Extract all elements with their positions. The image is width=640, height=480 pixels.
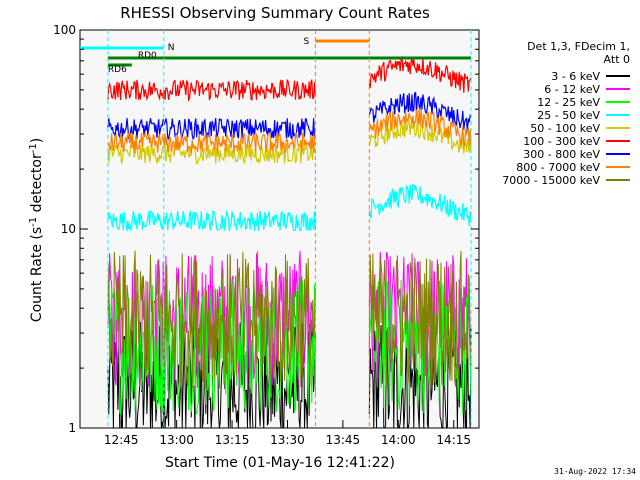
series-7000-15000-kev [107, 250, 472, 389]
rd0-label: RD0 [138, 51, 157, 61]
legend-label: 7000 - 15000 keV [502, 174, 600, 187]
night-label: N [168, 43, 175, 53]
series-300-800-kev [107, 91, 472, 141]
legend-header-0: Det 1,3, FDecim 1, [527, 40, 630, 53]
series-line [107, 117, 316, 141]
footer-date: 31-Aug-2022 17:34 [554, 467, 636, 476]
series-line [368, 55, 472, 93]
y-axis: 1 10 100 [53, 23, 479, 435]
x-tick-label-14:15: 14:15 [436, 433, 471, 447]
x-tick-label-12:45: 12:45 [104, 433, 139, 447]
x-tick-label-13:00: 13:00 [159, 433, 194, 447]
x-axis: 12:45 13:00 13:15 13:30 13:45 14:00 14:15 [104, 420, 471, 447]
saa-label: S [303, 37, 309, 47]
series-line [107, 250, 316, 389]
y-axis-label: Count Rate (s-1 detector-1) [28, 138, 46, 322]
series-800-7000-kev [107, 108, 472, 154]
series-25-50-kev [107, 183, 472, 232]
x-tick-label-13:30: 13:30 [270, 433, 305, 447]
flag-bars: RD0 RD6 S N [80, 30, 472, 428]
legend-label: 6 - 12 keV [544, 83, 600, 96]
y-tick-label-10: 10 [61, 222, 76, 236]
x-tick-label-13:15: 13:15 [215, 433, 250, 447]
legend-label: 25 - 50 keV [537, 109, 600, 122]
series-line [368, 91, 472, 132]
series-line [368, 183, 472, 227]
series-line [107, 209, 316, 232]
x-tick-label-13:45: 13:45 [326, 433, 361, 447]
series-100-300-kev [107, 55, 472, 102]
plot-area [107, 55, 472, 429]
chart-title: RHESSI Observing Summary Count Rates [120, 4, 430, 22]
legend-label: 3 - 6 keV [551, 70, 600, 83]
y-tick-label-1: 1 [68, 421, 76, 435]
y-tick-label-100: 100 [53, 23, 76, 37]
series-line [107, 131, 316, 154]
legend-label: 300 - 800 keV [523, 148, 600, 161]
legend-label: 12 - 25 keV [537, 96, 600, 109]
series-line [368, 108, 472, 149]
legend-header-1: Att 0 [604, 53, 630, 66]
legend-label: 50 - 100 keV [530, 122, 600, 135]
x-axis-label: Start Time (01-May-16 12:41:22) [165, 455, 395, 471]
legend-label: 800 - 7000 keV [516, 161, 600, 174]
legend-label: 100 - 300 keV [523, 135, 600, 148]
series-line [107, 79, 316, 102]
series-line [368, 251, 472, 389]
rd6-label: RD6 [108, 65, 127, 75]
x-tick-label-14:00: 14:00 [381, 433, 416, 447]
